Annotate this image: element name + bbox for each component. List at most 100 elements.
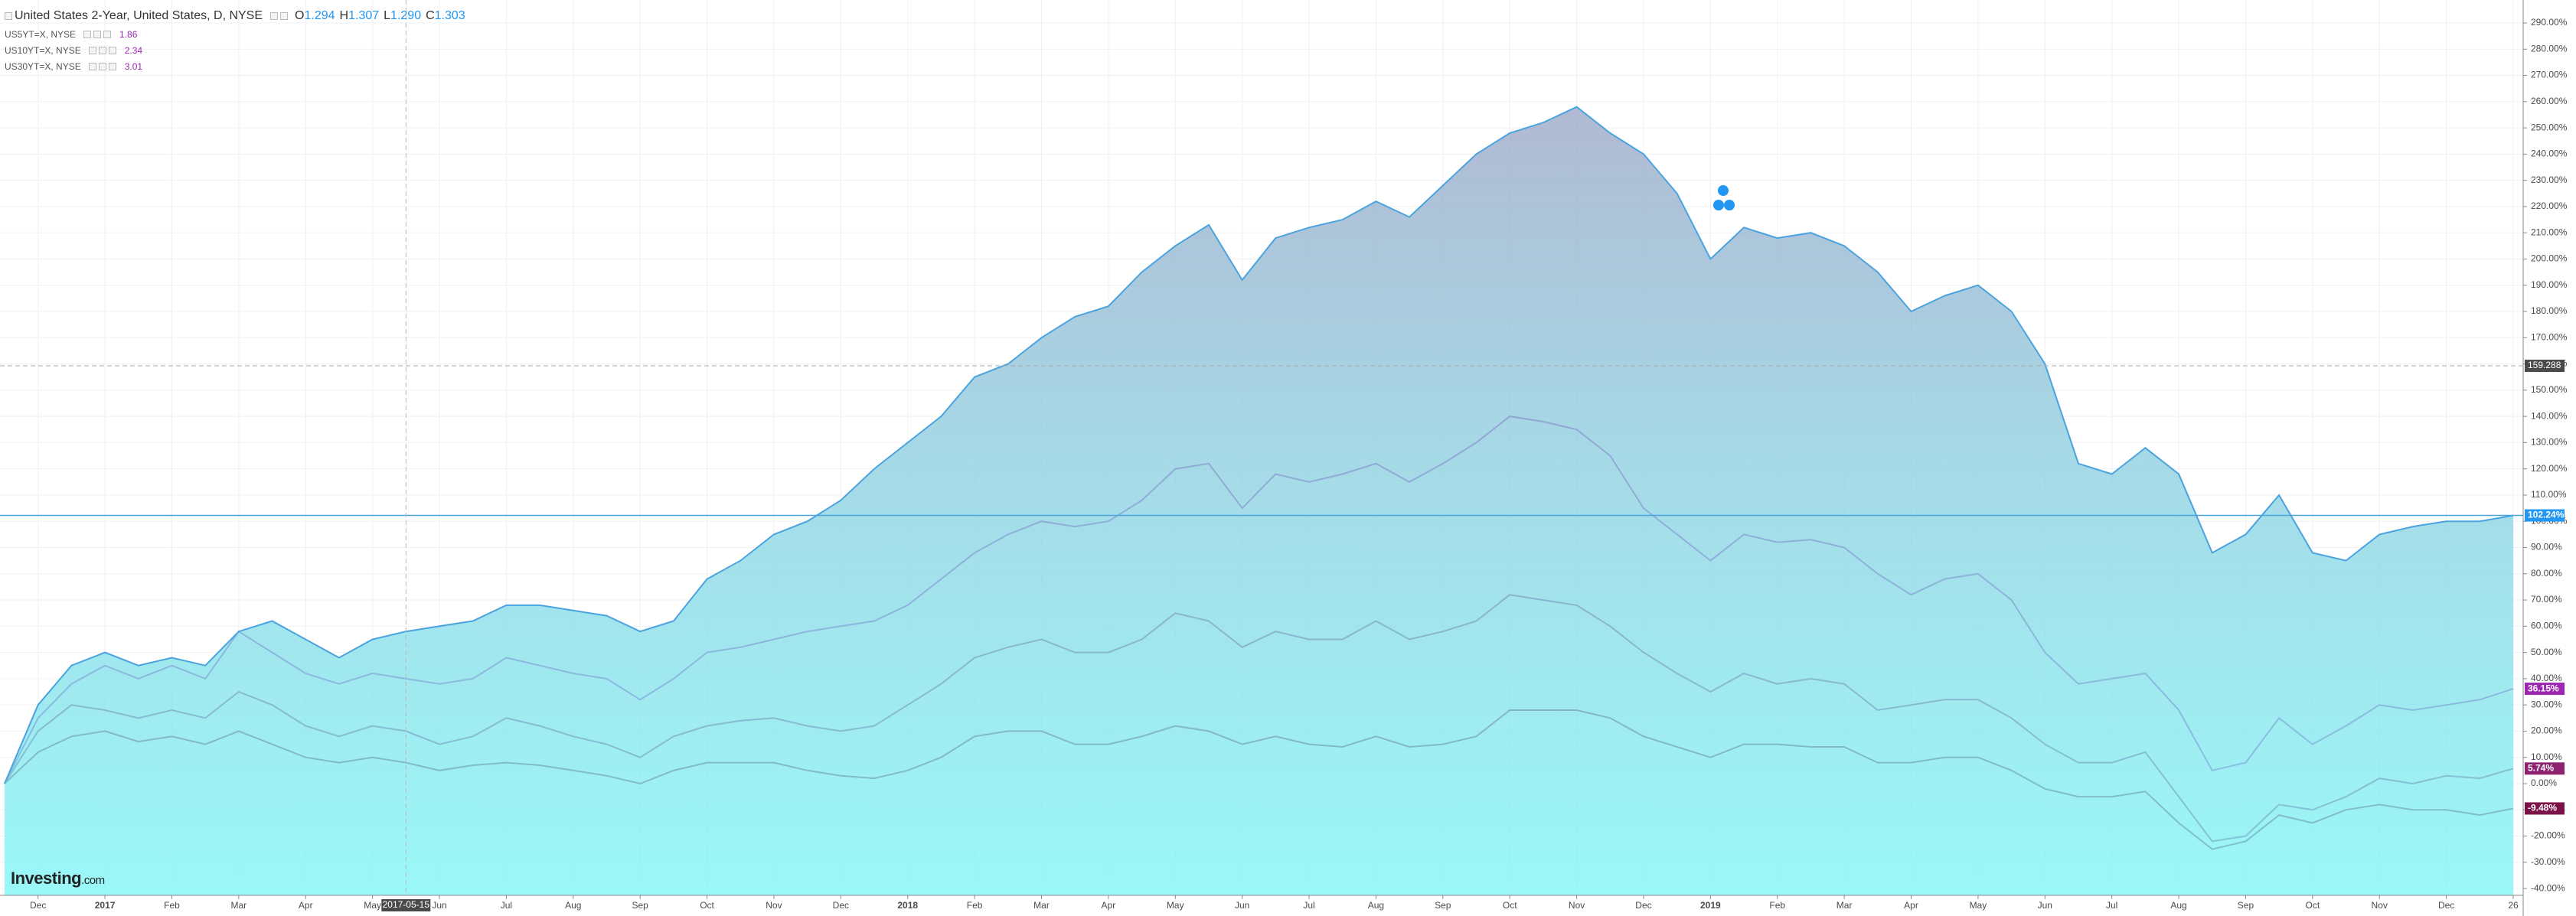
y-tick-label: 190.00% xyxy=(2531,279,2568,290)
x-tick-label: Oct xyxy=(2306,900,2320,911)
crosshair-y-box xyxy=(2525,360,2565,373)
x-tick-label: Mar xyxy=(1837,900,1853,911)
y-tick-label: -20.00% xyxy=(2531,830,2565,841)
x-tick-label: Jul xyxy=(2106,900,2117,911)
crosshair-y-label: 159.288 xyxy=(2528,360,2561,370)
icon[interactable] xyxy=(98,62,106,70)
y-tick-label: 120.00% xyxy=(2531,463,2568,474)
y-tick-label: 40.00% xyxy=(2531,673,2562,683)
y-tick-label: -40.00% xyxy=(2531,882,2565,893)
x-tick-label: Mar xyxy=(1033,900,1050,911)
x-tick-label: 2017 xyxy=(95,900,116,911)
y-tick-label: 270.00% xyxy=(2531,70,2568,80)
x-tick-label: Dec xyxy=(2438,900,2454,911)
icon[interactable] xyxy=(103,30,112,38)
series-line xyxy=(4,106,2514,784)
ohlc-value: 1.303 xyxy=(434,9,465,22)
x-tick-label: Feb xyxy=(164,900,180,911)
x-tick-label: Oct xyxy=(700,900,714,911)
event-marker[interactable] xyxy=(1724,200,1735,210)
icon[interactable] xyxy=(280,12,289,20)
y-tick-label: 230.00% xyxy=(2531,174,2568,185)
brand: Investing.com xyxy=(11,869,105,888)
x-tick-label: 2018 xyxy=(897,900,918,911)
legend-last: 1.86 xyxy=(119,28,138,40)
y-tick-label: 70.00% xyxy=(2531,594,2562,605)
x-tick-label: Aug xyxy=(2170,900,2186,911)
y-tick-label: 110.00% xyxy=(2531,489,2567,500)
y-tick-label: 280.00% xyxy=(2531,43,2568,54)
series-area xyxy=(5,106,2513,896)
crosshair-x-box xyxy=(381,899,431,911)
y-tick-label: 20.00% xyxy=(2531,725,2562,736)
ohlc-key: H xyxy=(339,9,349,22)
x-tick-label: 2019 xyxy=(1700,900,1721,911)
x-tick-label: Jun xyxy=(432,900,446,911)
event-marker[interactable] xyxy=(1713,200,1724,210)
y-tick-label: 130.00% xyxy=(2531,437,2568,448)
icon[interactable] xyxy=(108,46,116,54)
y-tick-label: 50.00% xyxy=(2531,647,2562,657)
x-tick-label: Jul xyxy=(1303,900,1314,911)
x-tick-label: Jun xyxy=(2038,900,2052,911)
ohlc-key: C xyxy=(426,9,435,22)
x-tick-label: Aug xyxy=(1368,900,1384,911)
y-tick-label: 90.00% xyxy=(2531,542,2562,553)
x-tick-label: Sep xyxy=(2238,900,2254,911)
x-tick-label: Apr xyxy=(1904,900,1918,911)
plot xyxy=(4,106,2514,896)
legend-entry: US30YT=X, NYSE 3.01 xyxy=(5,58,465,74)
icon[interactable] xyxy=(88,46,96,54)
icon[interactable] xyxy=(83,30,92,38)
legend-name: US5YT=X, NYSE xyxy=(5,28,77,40)
collapse-icon[interactable] xyxy=(5,12,12,20)
x-tick-label: Sep xyxy=(632,900,648,911)
icon[interactable] xyxy=(98,46,106,54)
last-value-label: 5.74% xyxy=(2528,762,2554,773)
ohlc-value: 1.290 xyxy=(390,9,422,22)
icon[interactable] xyxy=(88,62,96,70)
brand-name: Investing xyxy=(11,869,82,888)
ohlc-key: O xyxy=(295,9,305,22)
event-marker[interactable] xyxy=(1718,185,1729,196)
x-tick-label: Nov xyxy=(1569,900,1585,911)
y-tick-label: 10.00% xyxy=(2531,751,2562,762)
x-tick-label: Jun xyxy=(1235,900,1249,911)
legend-entry: US10YT=X, NYSE 2.34 xyxy=(5,42,465,58)
legend-main: United States 2-Year, United States, D, … xyxy=(5,6,465,26)
ohlc-value: 1.307 xyxy=(348,9,380,22)
icon[interactable] xyxy=(108,62,116,70)
x-tick-label: Mar xyxy=(231,900,247,911)
x-tick-label: Nov xyxy=(766,900,782,911)
y-tick-label: 60.00% xyxy=(2531,621,2562,631)
x-tick-label: 26 xyxy=(2508,900,2519,911)
x-tick-label: Feb xyxy=(1769,900,1785,911)
x-tick-label: Dec xyxy=(833,900,849,911)
x-tick-label: Jul xyxy=(501,900,512,911)
last-value-label: -9.48% xyxy=(2528,803,2557,813)
y-tick-label: -30.00% xyxy=(2531,856,2565,867)
x-tick-label: Sep xyxy=(1435,900,1451,911)
y-tick-label: 140.00% xyxy=(2531,410,2568,421)
y-tick-label: 150.00% xyxy=(2531,384,2568,395)
icon[interactable] xyxy=(270,12,279,20)
legend-entry: US5YT=X, NYSE 1.86 xyxy=(5,26,465,42)
brand-suffix: .com xyxy=(81,874,105,887)
y-tick-label: 260.00% xyxy=(2531,96,2568,106)
x-tick-label: Dec xyxy=(30,900,46,911)
y-tick-label: 290.00% xyxy=(2531,17,2568,28)
x-tick-label: May xyxy=(1970,900,1987,911)
last-value-box xyxy=(2525,509,2565,522)
last-value-label: 102.24% xyxy=(2528,510,2565,520)
crosshair-x-label: 2017-05-15 xyxy=(383,899,430,910)
x-tick-label: Feb xyxy=(967,900,983,911)
y-tick-label: 210.00% xyxy=(2531,227,2568,237)
y-tick-label: 180.00% xyxy=(2531,305,2568,316)
legend-last: 3.01 xyxy=(124,60,143,72)
x-tick-label: Dec xyxy=(1635,900,1651,911)
y-tick-label: 0.00% xyxy=(2531,777,2557,788)
icon[interactable] xyxy=(93,30,102,38)
